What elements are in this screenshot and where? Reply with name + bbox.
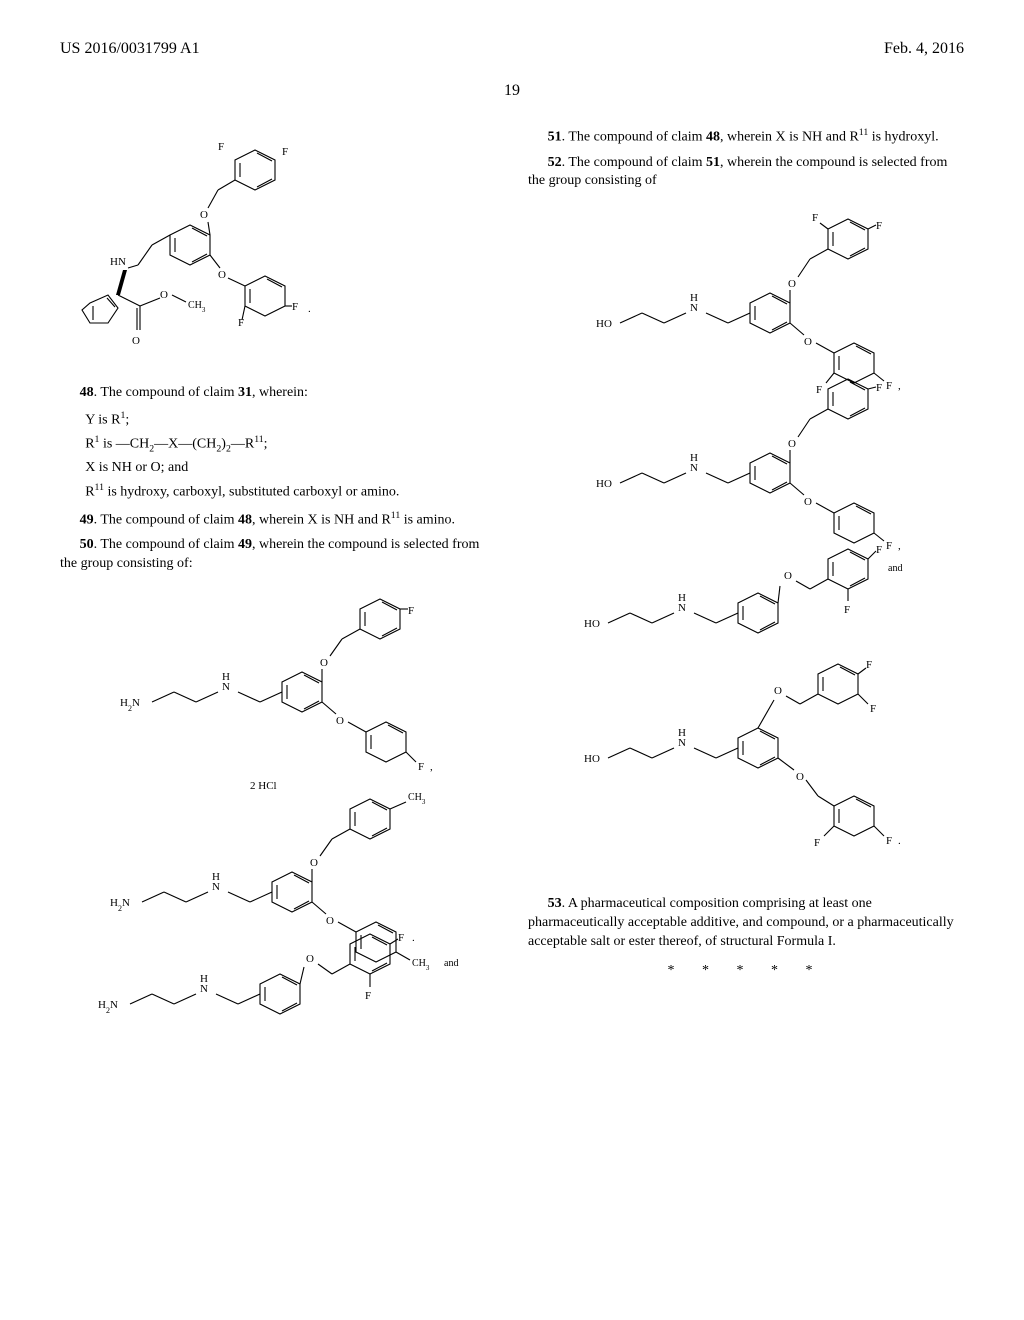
- svg-text:,: ,: [430, 761, 433, 773]
- svg-text:H: H: [222, 671, 230, 683]
- svg-text:CH3: CH3: [188, 300, 206, 314]
- svg-text:CH3: CH3: [408, 792, 426, 806]
- svg-text:H2N: H2N: [120, 697, 140, 713]
- svg-text:F: F: [218, 141, 224, 153]
- svg-text:F: F: [876, 220, 882, 232]
- svg-text:O: O: [200, 209, 208, 221]
- svg-text:F: F: [418, 761, 424, 773]
- svg-text:F: F: [398, 932, 404, 944]
- claim-51: 51. The compound of claim 48, wherein X …: [528, 126, 964, 148]
- svg-text:O: O: [218, 269, 226, 281]
- svg-text:CH3: CH3: [412, 958, 430, 972]
- svg-text:HO: HO: [584, 753, 600, 765]
- page-number: 19: [60, 82, 964, 100]
- svg-text:F: F: [876, 544, 882, 556]
- svg-text:F: F: [876, 382, 882, 394]
- end-marker: * * * * *: [528, 962, 964, 981]
- svg-text:F: F: [886, 540, 892, 552]
- svg-text:.: .: [308, 303, 311, 315]
- svg-text:F: F: [292, 301, 298, 313]
- svg-text:H: H: [678, 727, 686, 739]
- chem-structure-1: F F O O: [60, 130, 496, 370]
- svg-text:F: F: [844, 604, 850, 616]
- claim-48-line1: Y is R1;: [85, 409, 496, 431]
- svg-text:H: H: [678, 592, 686, 604]
- svg-text:O: O: [788, 438, 796, 450]
- svg-text:F: F: [886, 380, 892, 392]
- svg-text:F: F: [238, 317, 244, 329]
- svg-text:O: O: [784, 570, 792, 582]
- svg-text:O: O: [774, 685, 782, 697]
- svg-text:HO: HO: [596, 478, 612, 490]
- svg-text:and: and: [444, 958, 458, 969]
- svg-text:H: H: [690, 292, 698, 304]
- svg-text:,: ,: [898, 380, 901, 392]
- chem-structure-2: F O O: [60, 584, 496, 1034]
- svg-text:O: O: [310, 857, 318, 869]
- claim-49: 49. The compound of claim 48, wherein X …: [60, 509, 496, 531]
- svg-text:O: O: [132, 335, 140, 347]
- svg-text:H: H: [212, 871, 220, 883]
- left-column: F F O O: [60, 120, 496, 1048]
- svg-text:and: and: [888, 563, 902, 574]
- claim-48-line3: X is NH or O; and: [85, 459, 496, 478]
- svg-text:O: O: [160, 289, 168, 301]
- svg-text:O: O: [320, 657, 328, 669]
- chem-structure-3: F F O O: [528, 201, 964, 881]
- svg-text:2 HCl: 2 HCl: [250, 780, 277, 792]
- svg-text:H: H: [690, 452, 698, 464]
- svg-text:F: F: [408, 605, 414, 617]
- right-column: 51. The compound of claim 48, wherein X …: [528, 120, 964, 1048]
- svg-text:HN: HN: [110, 256, 126, 268]
- header-left: US 2016/0031799 A1: [60, 40, 200, 58]
- claim-50: 50. The compound of claim 49, wherein th…: [60, 536, 496, 574]
- claim-48-line2: R1 is —CH2—X—(CH2)2—R11;: [85, 433, 496, 456]
- claim-48-line4: R11 is hydroxy, carboxyl, substituted ca…: [85, 481, 496, 503]
- svg-text:F: F: [886, 835, 892, 847]
- svg-text:HO: HO: [596, 318, 612, 330]
- svg-text:F: F: [282, 146, 288, 158]
- svg-text:F: F: [814, 837, 820, 849]
- claim-48: 48. The compound of claim 31, wherein:: [60, 384, 496, 403]
- svg-text:F: F: [812, 212, 818, 224]
- svg-text:O: O: [796, 771, 804, 783]
- svg-text:F: F: [365, 990, 371, 1002]
- svg-text:,: ,: [898, 540, 901, 552]
- svg-text:.: .: [898, 835, 901, 847]
- svg-text:O: O: [804, 496, 812, 508]
- page-header: US 2016/0031799 A1 Feb. 4, 2016: [60, 40, 964, 58]
- svg-text:F: F: [870, 703, 876, 715]
- svg-text:O: O: [306, 953, 314, 965]
- svg-text:H2N: H2N: [98, 999, 118, 1015]
- svg-text:O: O: [804, 336, 812, 348]
- claim-52: 52. The compound of claim 51, wherein th…: [528, 154, 964, 192]
- svg-text:F: F: [866, 659, 872, 671]
- svg-text:F: F: [816, 384, 822, 396]
- svg-text:HO: HO: [584, 618, 600, 630]
- svg-text:H: H: [200, 973, 208, 985]
- claim-53: 53. A pharmaceutical composition compris…: [528, 895, 964, 952]
- svg-text:O: O: [326, 915, 334, 927]
- svg-text:.: .: [412, 932, 415, 944]
- svg-text:O: O: [336, 715, 344, 727]
- svg-text:H2N: H2N: [110, 897, 130, 913]
- header-right: Feb. 4, 2016: [884, 40, 964, 58]
- svg-text:O: O: [788, 278, 796, 290]
